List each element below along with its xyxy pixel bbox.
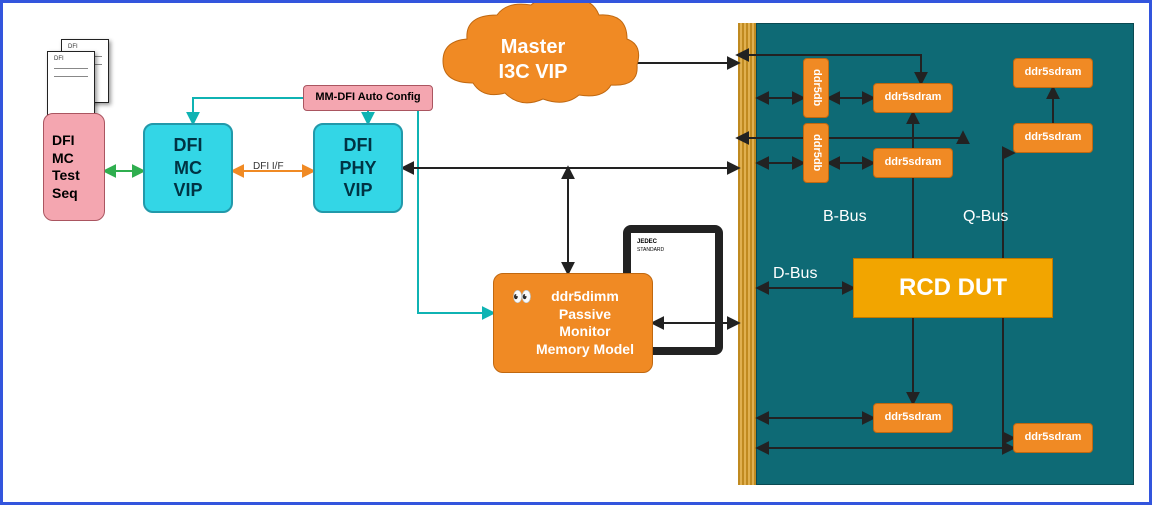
mm-dfi-block: MM-DFI Auto Config — [303, 85, 433, 111]
ddr5db-1: ddr5db — [803, 58, 829, 118]
sdram-6-label: ddr5sdram — [1025, 431, 1082, 445]
sdram-4: ddr5sdram — [1013, 123, 1093, 153]
diagram-canvas: DFI DFI JEDEC STANDARD — [0, 0, 1152, 505]
q-bus-label: Q-Bus — [963, 208, 1008, 226]
sdram-2: ddr5sdram — [873, 148, 953, 178]
sdram-1-label: ddr5sdram — [885, 91, 942, 105]
dfi-if-label: DFI I/F — [253, 161, 284, 172]
mc-vip-label: DFI MC VIP — [173, 134, 202, 202]
mm-dfi-label: MM-DFI Auto Config — [315, 91, 420, 105]
eyes-icon: 👀 — [512, 288, 532, 308]
sdram-3-label: ddr5sdram — [1025, 66, 1082, 80]
ddr5db-2-label: ddr5db — [809, 134, 823, 171]
sdram-2-label: ddr5sdram — [885, 156, 942, 170]
cloud-label: Master I3C VIP — [443, 25, 623, 95]
mc-vip-block: DFI MC VIP — [143, 123, 233, 213]
cloud-text: Master I3C VIP — [499, 35, 568, 85]
monitor-block: 👀 ddr5dimm Passive Monitor Memory Model — [493, 273, 653, 373]
b-bus-label: B-Bus — [823, 208, 867, 226]
test-seq-block: DFI MC Test Seq — [43, 113, 105, 221]
ddr5db-1-label: ddr5db — [809, 69, 823, 106]
sdram-5-label: ddr5sdram — [885, 411, 942, 425]
ddr5db-2: ddr5db — [803, 123, 829, 183]
doc-label: DFI — [54, 56, 64, 62]
phy-vip-label: DFI PHY VIP — [339, 134, 376, 202]
test-seq-label: DFI MC Test Seq — [52, 132, 80, 202]
sdram-5: ddr5sdram — [873, 403, 953, 433]
tablet-title: JEDEC — [637, 239, 657, 245]
sdram-1: ddr5sdram — [873, 83, 953, 113]
rcd-label: RCD DUT — [899, 273, 1007, 303]
rcd-dut-block: RCD DUT — [853, 258, 1053, 318]
tablet-sub: STANDARD — [637, 247, 664, 253]
monitor-label: ddr5dimm Passive Monitor Memory Model — [536, 288, 634, 358]
doc-label: DFI — [68, 44, 78, 50]
doc-icon: DFI — [47, 51, 95, 115]
sdram-6: ddr5sdram — [1013, 423, 1093, 453]
interface-stripes — [738, 23, 756, 485]
d-bus-label: D-Bus — [773, 265, 817, 283]
phy-vip-block: DFI PHY VIP — [313, 123, 403, 213]
sdram-4-label: ddr5sdram — [1025, 131, 1082, 145]
sdram-3: ddr5sdram — [1013, 58, 1093, 88]
